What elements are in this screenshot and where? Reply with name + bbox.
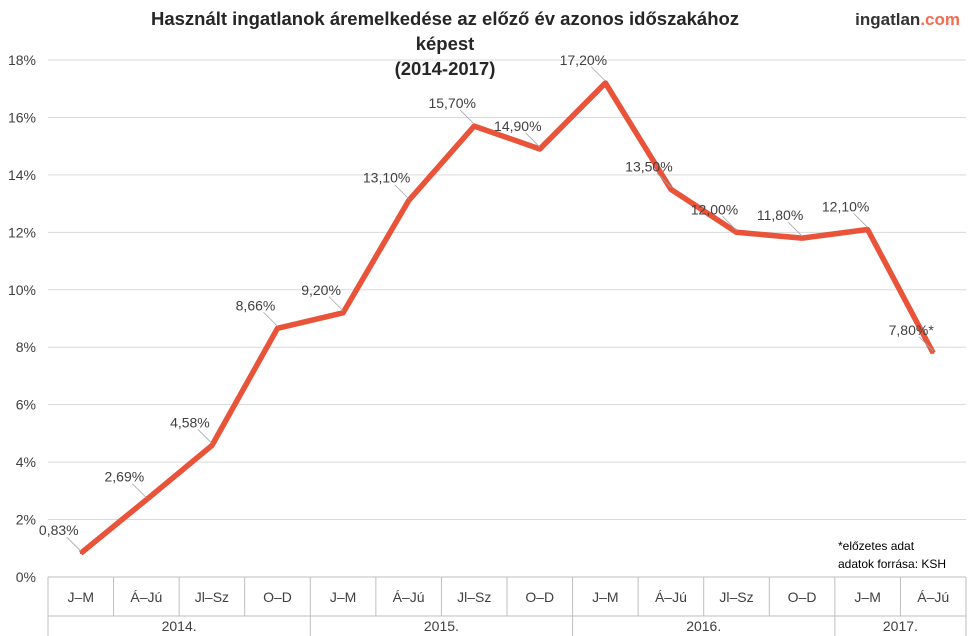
label-leader <box>918 336 934 352</box>
data-label: 11,80% <box>757 207 803 223</box>
y-tick-label: 6% <box>16 397 36 413</box>
logo-domain: .com <box>920 10 960 29</box>
data-point <box>210 444 213 447</box>
data-point <box>604 81 607 84</box>
label-leader <box>66 536 82 552</box>
source-note: adatok forrása: KSH <box>838 557 947 571</box>
data-point <box>342 311 345 314</box>
x-tick-label: J–M <box>854 589 880 605</box>
x-tick-label: Á–Jú <box>917 589 949 605</box>
data-point <box>407 199 410 202</box>
data-label: 9,20% <box>301 282 341 298</box>
group-label: 2014. <box>162 618 197 634</box>
label-leader <box>853 213 868 228</box>
x-tick-label: J–M <box>330 589 356 605</box>
data-point <box>276 327 279 330</box>
x-tick-label: J–M <box>68 589 94 605</box>
data-point <box>145 498 148 501</box>
data-label: 12,10% <box>822 198 869 214</box>
group-label: 2015. <box>424 618 459 634</box>
data-label: 0,83% <box>39 522 79 538</box>
label-leader <box>328 296 344 312</box>
x-tick-label: Á–Jú <box>393 589 425 605</box>
data-label: 13,10% <box>363 170 410 186</box>
data-point <box>735 231 738 234</box>
y-tick-label: 14% <box>8 167 36 183</box>
label-leader <box>394 184 409 200</box>
label-leader <box>787 221 803 237</box>
preliminary-note: *előzetes adat <box>838 539 915 553</box>
y-tick-label: 12% <box>8 224 36 240</box>
y-tick-label: 10% <box>8 282 36 298</box>
data-point <box>669 188 672 191</box>
x-tick-label: Jl–Sz <box>719 589 753 605</box>
label-leader <box>722 216 737 231</box>
logo-text: ingatlan <box>855 10 921 29</box>
data-point <box>801 237 804 240</box>
chart-title-line-1: Használt ingatlanok áremelkedése az előz… <box>150 8 740 54</box>
x-tick-label: O–D <box>788 589 817 605</box>
label-leader <box>525 132 541 148</box>
data-point <box>538 148 541 151</box>
x-tick-label: O–D <box>263 589 292 605</box>
series-line <box>79 80 936 556</box>
data-point <box>932 351 935 354</box>
brand-logo: ingatlan.com <box>855 10 960 30</box>
y-tick-label: 0% <box>16 569 36 585</box>
data-label: 14,90% <box>494 118 541 134</box>
y-tick-label: 2% <box>16 512 36 528</box>
group-label: 2017. <box>883 618 918 634</box>
data-label: 13,50% <box>625 158 672 174</box>
x-tick-label: Jl–Sz <box>457 589 491 605</box>
data-point <box>473 125 476 128</box>
data-label: 4,58% <box>170 414 210 430</box>
data-label: 17,20% <box>560 52 607 68</box>
label-leader <box>197 429 213 444</box>
x-tick-label: Jl–Sz <box>195 589 229 605</box>
x-tick-label: J–M <box>592 589 618 605</box>
x-tick-label: Á–Jú <box>655 589 687 605</box>
data-label: 7,80%* <box>889 322 935 338</box>
label-leader <box>656 172 672 188</box>
data-label: 2,69% <box>105 469 145 485</box>
group-label: 2016. <box>686 618 721 634</box>
label-leader <box>459 109 475 125</box>
data-label: 8,66% <box>236 297 276 313</box>
label-leader <box>591 66 606 82</box>
x-tick-label: Á–Jú <box>130 589 162 605</box>
footnotes: *előzetes adat adatok forrása: KSH <box>838 537 946 573</box>
y-tick-label: 8% <box>16 339 36 355</box>
y-tick-label: 18% <box>8 52 36 68</box>
y-tick-label: 16% <box>8 109 36 125</box>
x-tick-label: O–D <box>525 589 554 605</box>
data-label: 12,00% <box>691 201 738 217</box>
data-point <box>79 552 82 555</box>
label-leader <box>132 483 147 499</box>
data-label: 15,70% <box>428 95 475 111</box>
y-tick-label: 4% <box>16 454 36 470</box>
chart-title-line-2: (2014-2017) <box>394 58 496 79</box>
data-point <box>866 228 869 231</box>
chart-title: Használt ingatlanok áremelkedése az előz… <box>120 6 770 81</box>
label-leader <box>263 311 278 327</box>
